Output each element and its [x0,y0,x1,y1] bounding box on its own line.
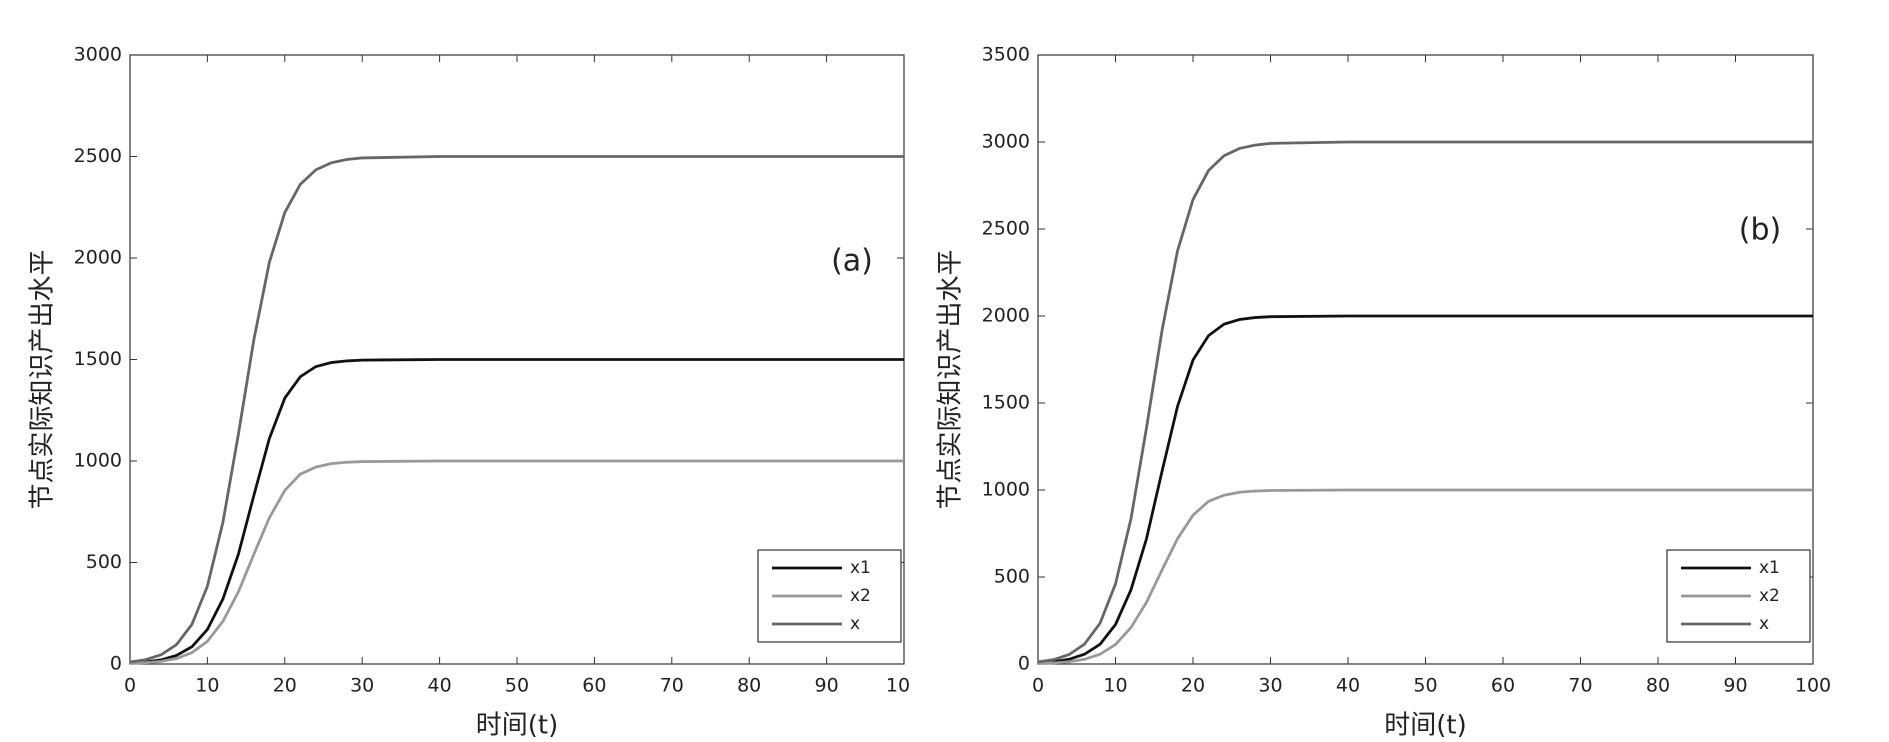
x-tick-label: 70 [1568,675,1592,697]
y-axis-label: 节点实际知识产出水平 [936,249,966,509]
x-tick-label: 0 [1032,675,1044,697]
y-tick-label: 3000 [982,131,1030,153]
x-tick-label: 60 [1491,675,1515,697]
x-tick-label: 10 [1103,675,1127,697]
y-tick-label: 2000 [982,305,1030,327]
y-tick-label: 0 [1018,653,1030,675]
x-tick-label: 100 [1795,675,1831,697]
x-tick-label: 10 [195,675,219,697]
x-tick-label: 70 [660,675,684,697]
legend-label: x1 [1759,558,1780,578]
x-tick-label: 40 [428,675,452,697]
x-axis-label: 时间(t) [1384,711,1466,741]
x-tick-label: 50 [1413,675,1437,697]
panel: 0 10 20 30 40 50 60 70 80 90 100050010001500200025… [936,44,1832,741]
legend-label: x1 [850,558,871,578]
x-tick-label: 80 [737,675,761,697]
legend-label: x2 [850,586,871,606]
series-line [129,155,904,664]
y-tick-label: 500 [994,566,1030,588]
x-tick-label: 60 [582,675,606,697]
y-tick-label: 1500 [74,348,122,370]
legend-label: x2 [1759,586,1780,606]
y-tick-label: 3500 [982,44,1030,66]
x-tick-label: 50 [505,675,529,697]
annotation: (b) [1739,213,1781,248]
x-tick-label: 30 [1258,675,1282,697]
annotation: (a) [831,244,873,279]
panel: 0 10 20 30 40 50 60 70 80 90 100050010001500200025… [28,44,922,741]
x-tick-label: 30 [350,675,374,697]
x-tick-label: 40 [1336,675,1360,697]
x-axis-label: 时间(t) [476,711,558,741]
y-tick-label: 2000 [74,247,122,269]
y-tick-label: 1500 [982,392,1030,414]
series-line [1037,488,1813,665]
legend-label: x [1759,614,1769,634]
y-tick-label: 1000 [74,450,122,472]
legend-label: x [850,614,860,634]
x-tick-label: 0 [124,675,136,697]
x-tick-label: 20 [273,675,297,697]
y-tick-label: 0 [110,653,122,675]
series-line [129,358,904,665]
x-tick-label: 90 [815,675,839,697]
x-tick-label: 100 [886,675,922,697]
y-tick-label: 2500 [74,145,122,167]
series-line [1037,314,1813,665]
series-line [129,459,904,665]
series-line [1037,140,1813,664]
x-tick-label: 20 [1181,675,1205,697]
y-tick-label: 1000 [982,479,1030,501]
y-tick-label: 2500 [982,218,1030,240]
x-tick-label: 90 [1723,675,1747,697]
y-axis-label: 节点实际知识产出水平 [28,249,58,509]
x-tick-label: 80 [1646,675,1670,697]
y-tick-label: 3000 [74,44,122,66]
y-tick-label: 500 [86,551,122,573]
